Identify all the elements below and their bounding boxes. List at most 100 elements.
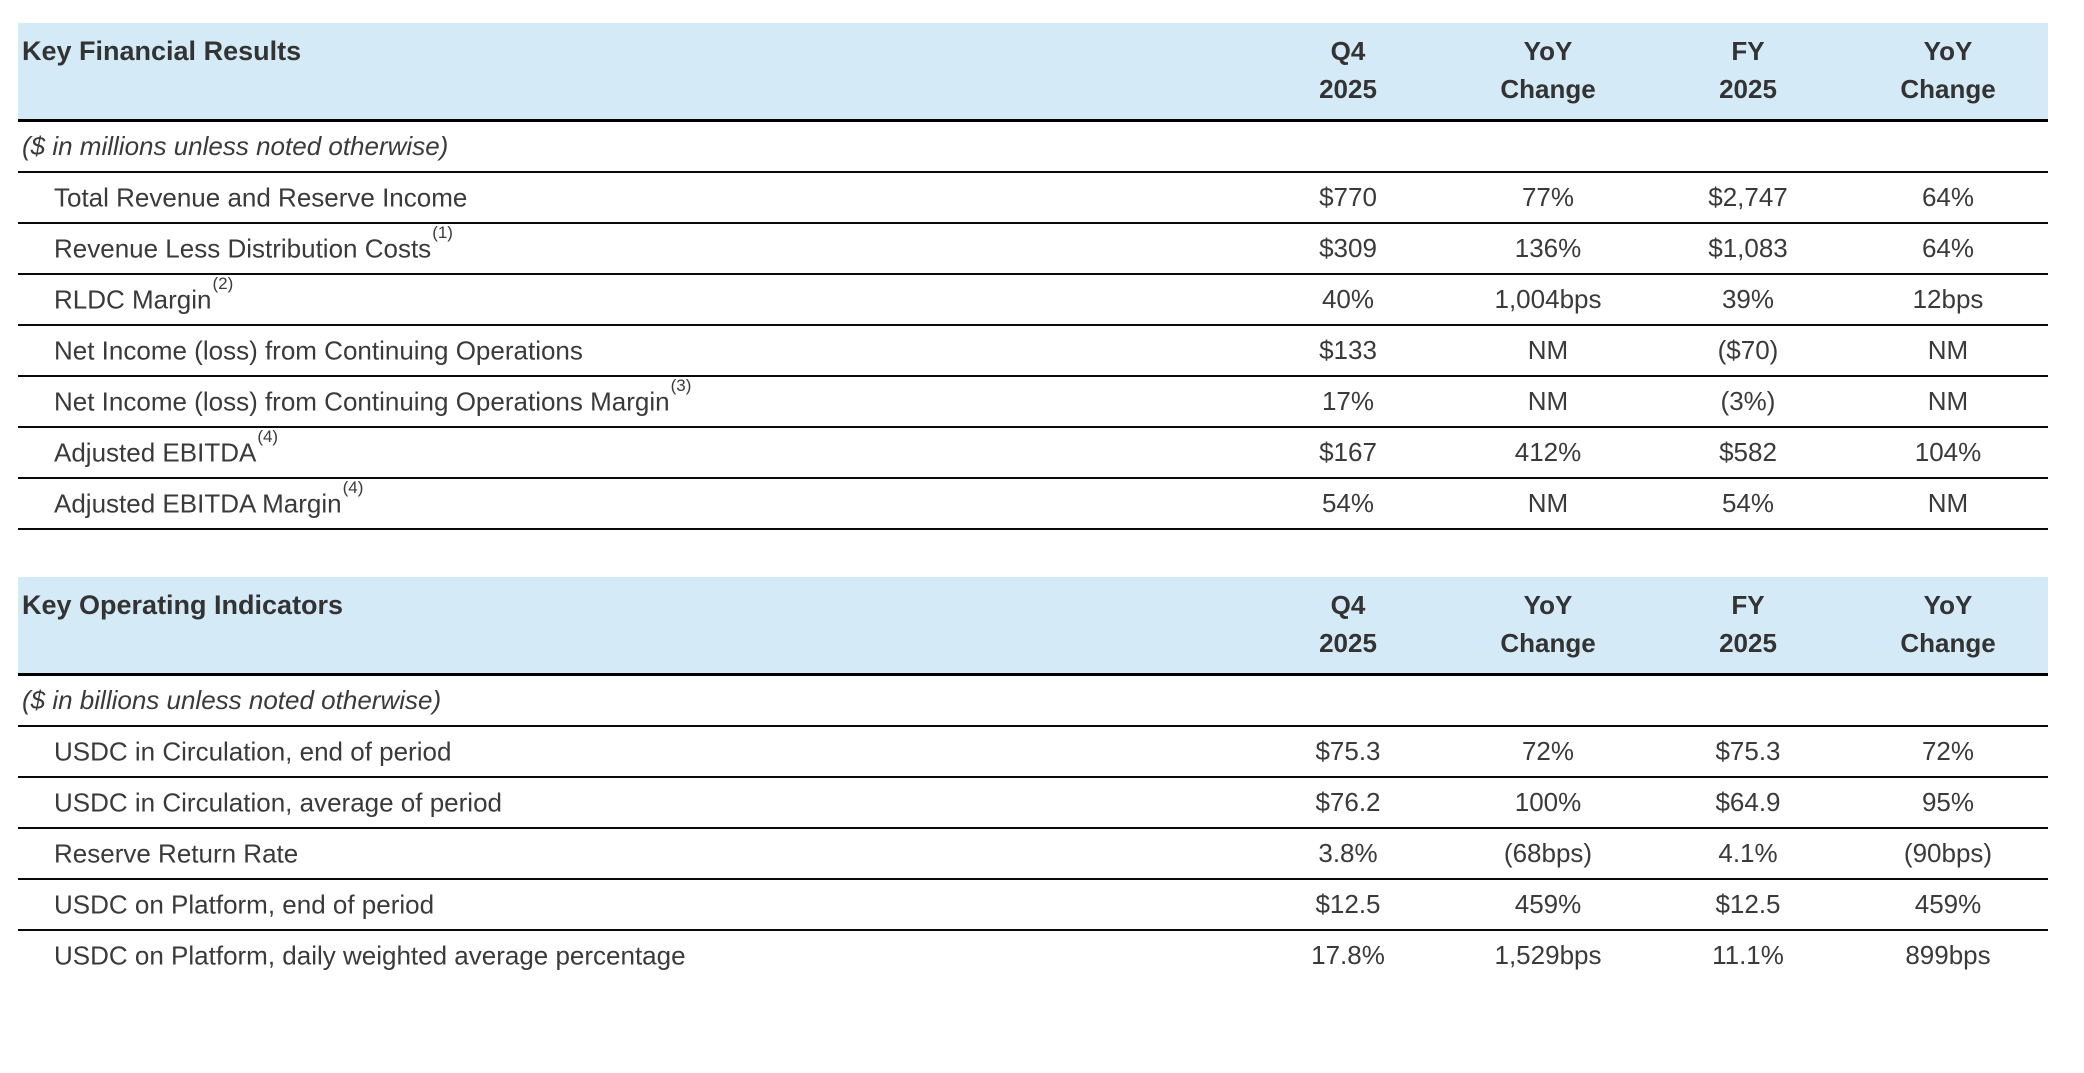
table-row: Adjusted EBITDA Margin(4) 54% NM 54% NM [18,477,2048,530]
table-row: RLDC Margin(2) 40% 1,004bps 39% 12bps [18,273,2048,326]
cell-q4-2025: 3.8% [1318,838,1378,868]
column-header-line2: 2025 [1719,628,1777,658]
table-row: USDC in Circulation, average of period $… [18,778,2048,829]
table-row: USDC in Circulation, end of period $75.3… [18,727,2048,778]
cell-yoy-change-q: NM [1527,488,1569,518]
cell-yoy-change-q: 100% [1514,787,1582,817]
key-operating-indicators-table: Key Operating Indicators Q4 2025 YoY Cha… [18,577,2048,980]
units-note: ($ in millions unless noted otherwise) [22,131,449,161]
cell-yoy-change-fy: NM [1927,386,1969,416]
cell-fy-2025: (3%) [1720,386,1776,416]
cell-yoy-change-q: (68bps) [1503,838,1593,868]
column-header-line1: FY [1731,590,1765,620]
cell-fy-2025: $582 [1719,437,1777,467]
column-header-yoy-change-q: YoY Change [1448,586,1648,662]
cell-yoy-change-fy: 12bps [1912,284,1984,314]
footnote-ref: (2) [212,273,234,293]
cell-q4-2025: 40% [1321,284,1375,314]
footnote-ref: (1) [432,222,453,242]
cell-fy-2025: 4.1% [1718,838,1778,868]
cell-yoy-change-fy: 72% [1921,736,1975,766]
column-header-line2: Change [1500,628,1596,658]
column-header-yoy-change-q: YoY Change [1448,32,1648,108]
footnote-ref: (3) [670,375,692,395]
cell-q4-2025: $167 [1319,437,1377,467]
cell-fy-2025: $64.9 [1715,787,1781,817]
cell-yoy-change-fy: NM [1927,488,1969,518]
row-label: USDC on Platform, daily weighted average… [54,940,686,971]
footnote-ref: (4) [257,426,279,446]
row-label: Net Income (loss) from Continuing Operat… [54,335,583,366]
column-header-line1: Q4 [1330,590,1366,620]
table-row: Net Income (loss) from Continuing Operat… [18,326,2048,377]
column-header-fy-2025: FY 2025 [1648,586,1848,662]
cell-fy-2025: 39% [1721,284,1775,314]
table-row: Revenue Less Distribution Costs(1) $309 … [18,222,2048,275]
table-row: Net Income (loss) from Continuing Operat… [18,375,2048,428]
cell-fy-2025: 54% [1721,488,1775,518]
cell-yoy-change-fy: (90bps) [1903,838,1993,868]
cell-q4-2025: $76.2 [1315,787,1381,817]
table-row: Total Revenue and Reserve Income $770 77… [18,173,2048,224]
row-label: Adjusted EBITDA(4) [54,426,279,468]
row-label: USDC on Platform, end of period [54,889,435,920]
column-header-yoy-change-fy: YoY Change [1848,32,2048,108]
row-label: Net Income (loss) from Continuing Operat… [54,375,692,417]
cell-yoy-change-fy: 104% [1914,437,1982,467]
column-header-line1: FY [1731,36,1765,66]
column-header-line1: YoY [1523,36,1573,66]
cell-yoy-change-q: 136% [1514,233,1582,263]
cell-yoy-change-q: NM [1527,386,1569,416]
cell-yoy-change-q: 1,004bps [1494,284,1602,314]
table-row: USDC on Platform, daily weighted average… [18,931,2048,980]
row-label: USDC in Circulation, average of period [54,787,502,818]
cell-q4-2025: $770 [1319,182,1377,212]
table-row: USDC on Platform, end of period $12.5 45… [18,880,2048,931]
units-note: ($ in billions unless noted otherwise) [22,685,442,715]
row-label: Total Revenue and Reserve Income [54,182,468,213]
cell-q4-2025: 54% [1321,488,1375,518]
column-header-line1: YoY [1923,590,1973,620]
column-header-line1: Q4 [1330,36,1366,66]
table-title: Key Financial Results [22,36,302,66]
cell-yoy-change-q: 1,529bps [1494,940,1602,970]
column-header-q4-2025: Q4 2025 [1248,32,1448,108]
column-header-line2: Change [1500,74,1596,104]
cell-yoy-change-q: 72% [1521,736,1575,766]
cell-fy-2025: $1,083 [1708,233,1788,263]
row-label: RLDC Margin(2) [54,273,234,315]
column-header-fy-2025: FY 2025 [1648,32,1848,108]
table-title: Key Operating Indicators [22,590,344,620]
column-header-line1: YoY [1523,590,1573,620]
cell-yoy-change-q: 77% [1521,182,1575,212]
table-header: Key Financial Results Q4 2025 YoY Change… [18,23,2048,122]
column-header-line1: YoY [1923,36,1973,66]
footnote-ref: (4) [342,477,364,497]
row-label: Adjusted EBITDA Margin(4) [54,477,364,519]
cell-q4-2025: $75.3 [1315,736,1381,766]
cell-q4-2025: $133 [1319,335,1377,365]
cell-yoy-change-fy: 64% [1921,182,1975,212]
table-header: Key Operating Indicators Q4 2025 YoY Cha… [18,577,2048,676]
table-row: Reserve Return Rate 3.8% (68bps) 4.1% (9… [18,829,2048,880]
row-label: Reserve Return Rate [54,838,299,869]
cell-yoy-change-fy: 95% [1921,787,1975,817]
cell-fy-2025: $75.3 [1715,736,1781,766]
row-label: Revenue Less Distribution Costs(1) [54,222,453,264]
column-header-line2: 2025 [1319,74,1377,104]
cell-fy-2025: ($70) [1717,335,1779,365]
cell-q4-2025: 17% [1321,386,1375,416]
cell-yoy-change-fy: 459% [1914,889,1982,919]
cell-q4-2025: 17.8% [1311,940,1385,970]
cell-yoy-change-fy: 899bps [1905,940,1991,970]
cell-q4-2025: $309 [1319,233,1377,263]
cell-yoy-change-fy: NM [1927,335,1969,365]
cell-yoy-change-q: NM [1527,335,1569,365]
cell-yoy-change-fy: 64% [1921,233,1975,263]
cell-q4-2025: $12.5 [1315,889,1381,919]
cell-fy-2025: $2,747 [1708,182,1788,212]
units-note-row: ($ in millions unless noted otherwise) [18,122,2048,173]
cell-fy-2025: 11.1% [1712,940,1784,970]
column-header-line2: 2025 [1319,628,1377,658]
row-label: USDC in Circulation, end of period [54,736,452,767]
